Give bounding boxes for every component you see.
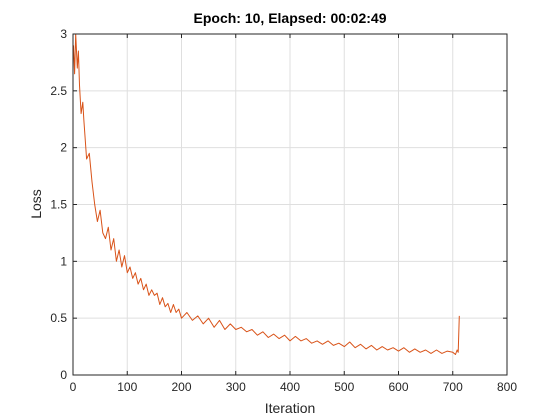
y-ticks: 0 0.5 1 1.5 2 2.5 3	[50, 27, 507, 382]
x-tick-label: 600	[388, 380, 408, 394]
chart-title: Epoch: 10, Elapsed: 00:02:49	[194, 10, 387, 26]
x-tick-label: 400	[280, 380, 300, 394]
series-group	[73, 33, 460, 355]
y-tick-label: 1	[60, 254, 67, 268]
y-tick-label: 2.5	[50, 84, 67, 98]
loss-series-line	[73, 33, 460, 355]
y-tick-label: 2	[60, 141, 67, 155]
x-axis-label: Iteration	[265, 400, 316, 416]
x-ticks: 0 100 200 300 400 500 600 700 800	[70, 34, 517, 394]
y-tick-label: 0.5	[50, 311, 67, 325]
x-tick-label: 700	[443, 380, 463, 394]
y-tick-label: 0	[60, 368, 67, 382]
y-tick-label: 1.5	[50, 198, 67, 212]
y-axis-label: Loss	[28, 189, 44, 219]
x-tick-label: 300	[226, 380, 246, 394]
x-tick-label: 0	[70, 380, 77, 394]
x-tick-label: 500	[334, 380, 354, 394]
x-tick-label: 200	[171, 380, 191, 394]
x-tick-label: 100	[117, 380, 137, 394]
x-tick-label: 800	[497, 380, 517, 394]
y-tick-label: 3	[60, 27, 67, 41]
